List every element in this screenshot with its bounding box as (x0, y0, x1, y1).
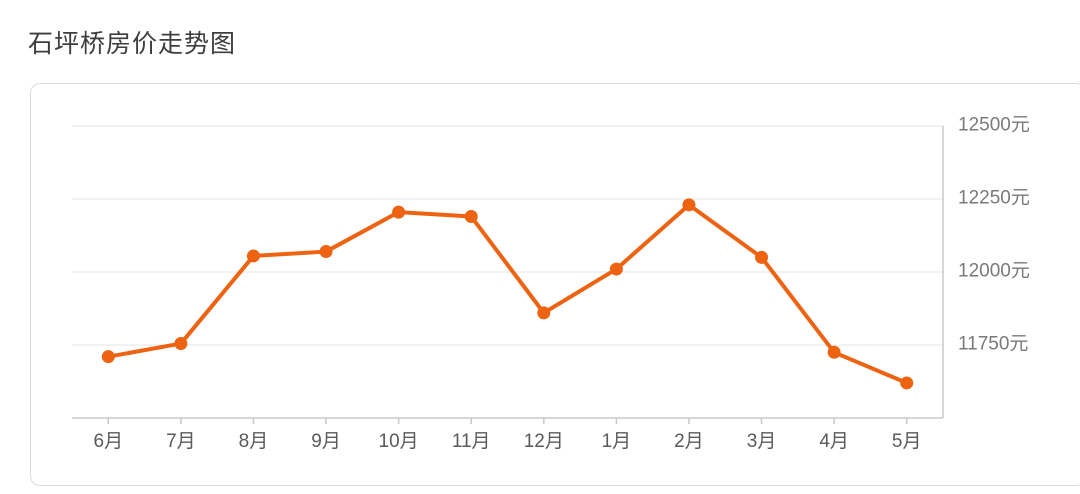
data-point-6月[interactable] (101, 350, 115, 364)
y-axis-label: 12250元 (958, 188, 1030, 209)
data-point-2月[interactable] (682, 198, 696, 212)
x-axis-label: 1月 (602, 431, 632, 452)
data-point-9月[interactable] (319, 245, 333, 259)
data-point-7月[interactable] (174, 337, 188, 351)
chart-panel (30, 83, 1080, 486)
y-axis-label: 11750元 (958, 334, 1028, 355)
x-axis-label: 4月 (819, 431, 849, 452)
x-axis-label: 8月 (239, 431, 269, 452)
x-axis-label: 2月 (674, 431, 704, 452)
data-point-3月[interactable] (755, 250, 769, 264)
data-point-4月[interactable] (827, 345, 841, 359)
y-axis-label: 12000元 (958, 261, 1030, 282)
x-axis-label: 5月 (892, 431, 922, 452)
x-axis-label: 10月 (379, 431, 419, 452)
page-title: 石坪桥房价走势图 (28, 30, 237, 58)
data-point-1月[interactable] (609, 262, 623, 276)
x-axis-label: 9月 (311, 431, 341, 452)
data-point-8月[interactable] (246, 249, 260, 263)
y-axis-label: 12500元 (958, 115, 1030, 136)
x-axis-label: 6月 (94, 431, 124, 452)
data-point-11月[interactable] (464, 210, 478, 224)
data-point-12月[interactable] (537, 306, 551, 320)
x-axis-label: 3月 (747, 431, 777, 452)
data-point-10月[interactable] (392, 205, 406, 219)
price-line (106, 202, 909, 385)
data-point-5月[interactable] (900, 376, 914, 390)
x-axis-label: 11月 (452, 431, 491, 452)
x-axis-label: 7月 (166, 431, 196, 452)
x-axis-label: 12月 (524, 431, 564, 452)
